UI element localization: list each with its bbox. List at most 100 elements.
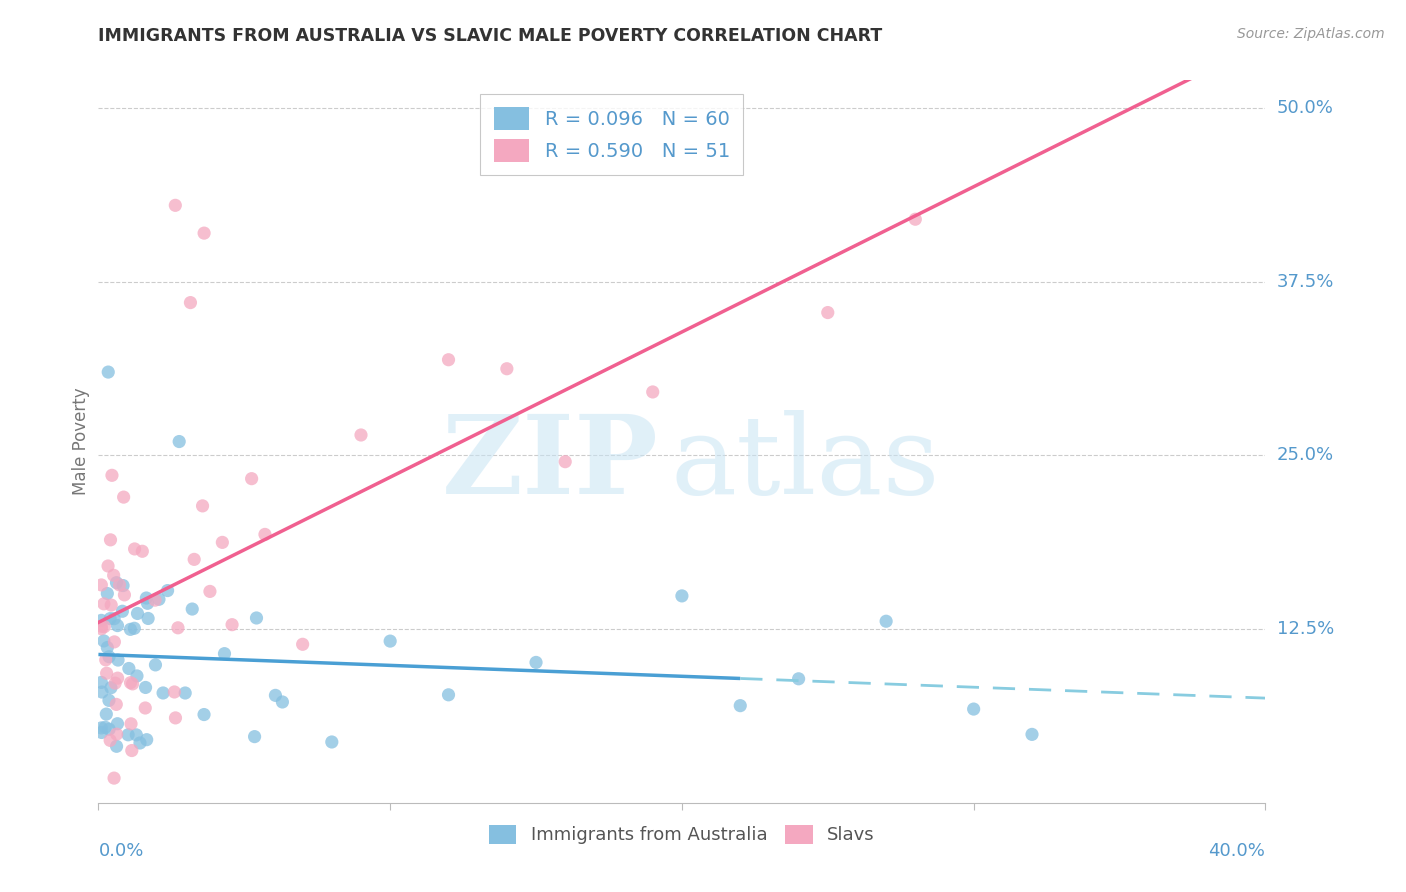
- Point: [90, 613, 112, 627]
- Point: [98, 733, 121, 747]
- Point: [107, 618, 129, 632]
- Point: [98, 649, 121, 664]
- Point: [111, 604, 134, 618]
- Y-axis label: Male Poverty: Male Poverty: [72, 388, 90, 495]
- Point: [496, 361, 519, 376]
- Point: [100, 598, 122, 612]
- Point: [671, 589, 693, 603]
- Point: [105, 575, 128, 590]
- Point: [103, 771, 125, 785]
- Point: [135, 681, 157, 695]
- Point: [104, 676, 127, 690]
- Point: [90, 725, 112, 739]
- Point: [167, 621, 190, 635]
- Point: [96, 666, 118, 681]
- Point: [145, 657, 167, 672]
- Point: [90, 721, 112, 735]
- Point: [120, 716, 142, 731]
- Text: 37.5%: 37.5%: [1277, 273, 1334, 291]
- Point: [167, 434, 190, 449]
- Point: [98, 723, 121, 737]
- Point: [107, 716, 129, 731]
- Text: 40.0%: 40.0%: [1209, 842, 1265, 860]
- Point: [135, 591, 157, 605]
- Point: [221, 617, 243, 632]
- Point: [96, 707, 118, 722]
- Point: [93, 597, 115, 611]
- Point: [90, 622, 112, 636]
- Point: [90, 619, 112, 633]
- Point: [103, 635, 125, 649]
- Point: [100, 681, 122, 695]
- Point: [181, 602, 204, 616]
- Point: [131, 544, 153, 558]
- Point: [105, 739, 128, 754]
- Point: [875, 614, 897, 628]
- Legend: R = 0.096   N = 60, R = 0.590   N = 51: R = 0.096 N = 60, R = 0.590 N = 51: [481, 94, 744, 176]
- Point: [100, 533, 122, 547]
- Point: [103, 612, 125, 626]
- Point: [253, 527, 276, 541]
- Text: 50.0%: 50.0%: [1277, 99, 1333, 117]
- Point: [120, 675, 142, 690]
- Point: [641, 384, 664, 399]
- Point: [105, 698, 128, 712]
- Point: [156, 583, 179, 598]
- Point: [321, 735, 343, 749]
- Point: [380, 634, 402, 648]
- Point: [108, 578, 131, 592]
- Point: [165, 711, 187, 725]
- Point: [93, 634, 115, 648]
- Point: [117, 728, 139, 742]
- Text: Source: ZipAtlas.com: Source: ZipAtlas.com: [1237, 27, 1385, 41]
- Point: [193, 226, 215, 240]
- Point: [198, 584, 221, 599]
- Text: 0.0%: 0.0%: [98, 842, 143, 860]
- Point: [136, 596, 159, 610]
- Point: [243, 730, 266, 744]
- Point: [124, 541, 146, 556]
- Point: [124, 621, 146, 635]
- Point: [112, 490, 135, 504]
- Point: [787, 672, 810, 686]
- Point: [91, 685, 114, 699]
- Point: [98, 612, 121, 626]
- Point: [174, 686, 197, 700]
- Point: [97, 365, 120, 379]
- Point: [143, 593, 166, 607]
- Point: [93, 620, 115, 634]
- Point: [127, 607, 149, 621]
- Point: [136, 611, 159, 625]
- Point: [120, 623, 142, 637]
- Point: [90, 578, 112, 592]
- Point: [904, 212, 927, 227]
- Point: [121, 677, 143, 691]
- Point: [107, 671, 129, 685]
- Point: [134, 701, 156, 715]
- Point: [962, 702, 984, 716]
- Point: [103, 568, 125, 582]
- Point: [148, 592, 170, 607]
- Point: [94, 653, 117, 667]
- Text: atlas: atlas: [671, 409, 939, 516]
- Point: [271, 695, 294, 709]
- Point: [112, 588, 135, 602]
- Point: [121, 743, 143, 757]
- Text: ZIP: ZIP: [441, 409, 658, 516]
- Point: [264, 689, 287, 703]
- Text: 25.0%: 25.0%: [1277, 446, 1334, 465]
- Point: [554, 455, 576, 469]
- Point: [125, 728, 148, 742]
- Point: [524, 656, 547, 670]
- Point: [96, 586, 118, 600]
- Point: [350, 428, 373, 442]
- Point: [179, 295, 201, 310]
- Text: 12.5%: 12.5%: [1277, 620, 1334, 638]
- Point: [214, 647, 236, 661]
- Point: [240, 472, 263, 486]
- Point: [817, 305, 839, 319]
- Point: [152, 686, 174, 700]
- Point: [125, 669, 148, 683]
- Point: [183, 552, 205, 566]
- Point: [163, 685, 186, 699]
